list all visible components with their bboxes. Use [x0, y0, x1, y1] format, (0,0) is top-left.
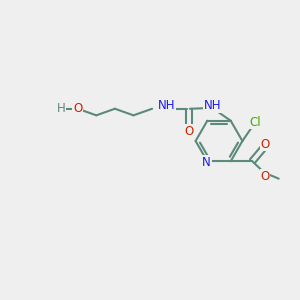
Text: N: N — [202, 156, 211, 169]
Text: O: O — [184, 125, 193, 138]
Text: H: H — [56, 102, 65, 115]
Text: O: O — [73, 102, 82, 115]
Text: NH: NH — [204, 99, 221, 112]
Text: O: O — [260, 170, 269, 183]
Text: O: O — [260, 138, 269, 151]
Text: Cl: Cl — [250, 116, 261, 129]
Text: NH: NH — [158, 99, 175, 112]
